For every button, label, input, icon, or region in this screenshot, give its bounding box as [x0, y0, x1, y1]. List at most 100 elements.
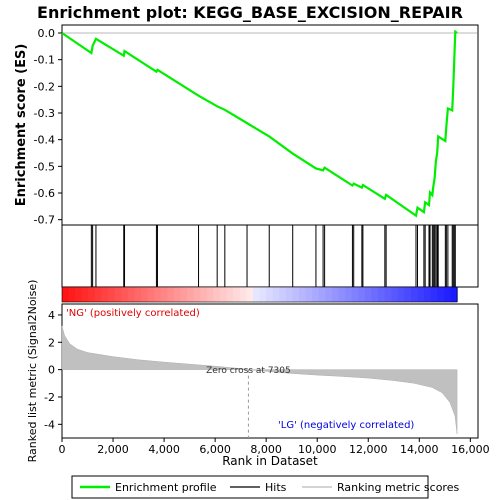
es-y-tick-label: -0.2: [34, 80, 55, 93]
color-bar-segment: [384, 287, 392, 302]
legend-enrichment-label: Enrichment profile: [115, 481, 217, 494]
es-y-axis-label: Enrichment score (ES): [14, 44, 29, 207]
legend-hits-label: Hits: [265, 481, 287, 494]
color-bar-segment: [206, 287, 215, 302]
color-bar-segment: [364, 287, 373, 302]
positive-correlation-label: 'NG' (positively correlated): [66, 308, 200, 319]
color-bar-segment: [391, 287, 399, 302]
color-bar-segment: [246, 287, 254, 302]
es-y-tick-label: -0.5: [34, 160, 55, 173]
color-bar-segment: [180, 287, 188, 302]
es-y-axis: 0.0 -0.1 -0.2 -0.3 -0.4 -0.5 -0.6 -0.7: [34, 27, 62, 227]
color-bar-segment: [397, 287, 405, 302]
color-bar-segment: [193, 287, 201, 302]
color-bar-frame: [61, 286, 458, 303]
color-bar-segment: [410, 287, 419, 302]
metric-x-tick-label: 4,000: [148, 443, 180, 456]
es-y-tick-label: -0.6: [34, 187, 55, 200]
color-bar-segment: [345, 287, 353, 302]
color-bar-segment: [325, 287, 333, 302]
color-bar-segment: [279, 287, 287, 302]
metric-y-axis-label: Ranked list metric (Signal2Noise): [26, 280, 39, 463]
color-bar-segment: [147, 287, 155, 302]
metric-x-tick-label: 2,000: [97, 443, 129, 456]
es-panel-frame: [61, 24, 479, 226]
color-bar-segment: [259, 287, 267, 302]
metric-y-axis: 4 2 0 -2 -4: [44, 309, 62, 431]
hits-panel-frame: [61, 224, 479, 288]
metric-panel: Zero cross at 7305 'NG' (positively corr…: [26, 280, 490, 468]
color-bar-segment: [233, 287, 241, 302]
color-bar-segment: [226, 287, 234, 302]
color-bar-segment: [331, 287, 340, 302]
color-bar-segment: [312, 287, 320, 302]
metric-y-tick-label: 2: [48, 336, 55, 349]
hits-panel: [61, 224, 479, 288]
metric-x-tick-label: 0: [59, 443, 66, 456]
metric-x-tick-label: 12,000: [349, 443, 388, 456]
color-bar-segment: [108, 287, 116, 302]
color-bar-segment: [424, 287, 432, 302]
es-y-tick-label: -0.7: [34, 214, 55, 227]
color-bar-segment: [358, 287, 366, 302]
color-bar-segment: [351, 287, 359, 302]
color-bar-segment: [266, 287, 274, 302]
ranking-metric-area: [61, 325, 458, 434]
legend: Enrichment profile Hits Ranking metric s…: [71, 475, 459, 499]
color-bar-segment: [68, 287, 76, 302]
metric-x-axis: 0 2,000 4,000 6,000 8,000 10,000 12,000 14,000 1…: [59, 438, 490, 456]
chart-title: Enrichment plot: KEGG_BASE_EXCISION_REPA…: [37, 3, 463, 22]
metric-x-axis-label: Rank in Dataset: [222, 454, 318, 468]
color-bar-segment: [187, 287, 195, 302]
color-bar-segment: [160, 287, 168, 302]
enrichment-profile-line: [61, 29, 458, 218]
color-bar-segment: [121, 287, 129, 302]
color-bar-segment: [141, 287, 149, 302]
color-bar-segment: [299, 287, 307, 302]
color-bar-segment: [134, 287, 142, 302]
color-bar-segment: [404, 287, 412, 302]
color-bar-segment: [154, 287, 162, 302]
metric-x-tick-label: 16,000: [451, 443, 490, 456]
color-bar-segment: [443, 287, 452, 302]
negative-correlation-label: 'LG' (negatively correlated): [278, 420, 414, 431]
metric-y-tick-label: -4: [44, 418, 55, 431]
color-bar-segment: [167, 287, 175, 302]
color-bar-segment: [378, 287, 386, 302]
color-bar-segment: [292, 287, 300, 302]
color-bar-segment: [213, 287, 221, 302]
metric-x-tick-label: 6,000: [199, 443, 231, 456]
color-bar-segment: [127, 287, 136, 302]
color-bar-segment: [417, 287, 425, 302]
color-bar-segment: [450, 287, 458, 302]
color-bar-segment: [220, 287, 228, 302]
metric-x-tick-label: 14,000: [400, 443, 439, 456]
es-y-tick-label: -0.1: [34, 54, 55, 67]
hit-lines: [90, 225, 456, 287]
es-y-tick-label: -0.3: [34, 107, 55, 120]
color-bar-segment: [75, 287, 83, 302]
metric-y-tick-label: -2: [44, 391, 55, 404]
color-bar-segment: [94, 287, 103, 302]
es-panel: 0.0 -0.1 -0.2 -0.3 -0.4 -0.5 -0.6 -0.7 Enrichme…: [14, 24, 479, 227]
color-bar-segment: [318, 287, 326, 302]
color-bar-segment: [338, 287, 346, 302]
color-bar-segment: [252, 287, 261, 302]
color-bar-segment: [285, 287, 294, 302]
es-y-tick-label: 0.0: [38, 27, 56, 40]
color-bar-segment: [430, 287, 438, 302]
metric-y-tick-label: 4: [48, 309, 55, 322]
es-y-tick-label: -0.4: [34, 134, 55, 147]
metric-x-tick-label: 8,000: [250, 443, 282, 456]
color-bar-segment: [371, 287, 379, 302]
color-bar-segment: [272, 287, 280, 302]
color-bar-segment: [239, 287, 247, 302]
color-bar-segment: [101, 287, 109, 302]
color-bar-segment: [88, 287, 96, 302]
color-bar-segment: [114, 287, 122, 302]
color-bar-segment: [81, 287, 89, 302]
metric-y-tick-label: 0: [48, 364, 55, 377]
metric-x-tick-label: 10,000: [298, 443, 337, 456]
color-bar-segment: [200, 287, 208, 302]
